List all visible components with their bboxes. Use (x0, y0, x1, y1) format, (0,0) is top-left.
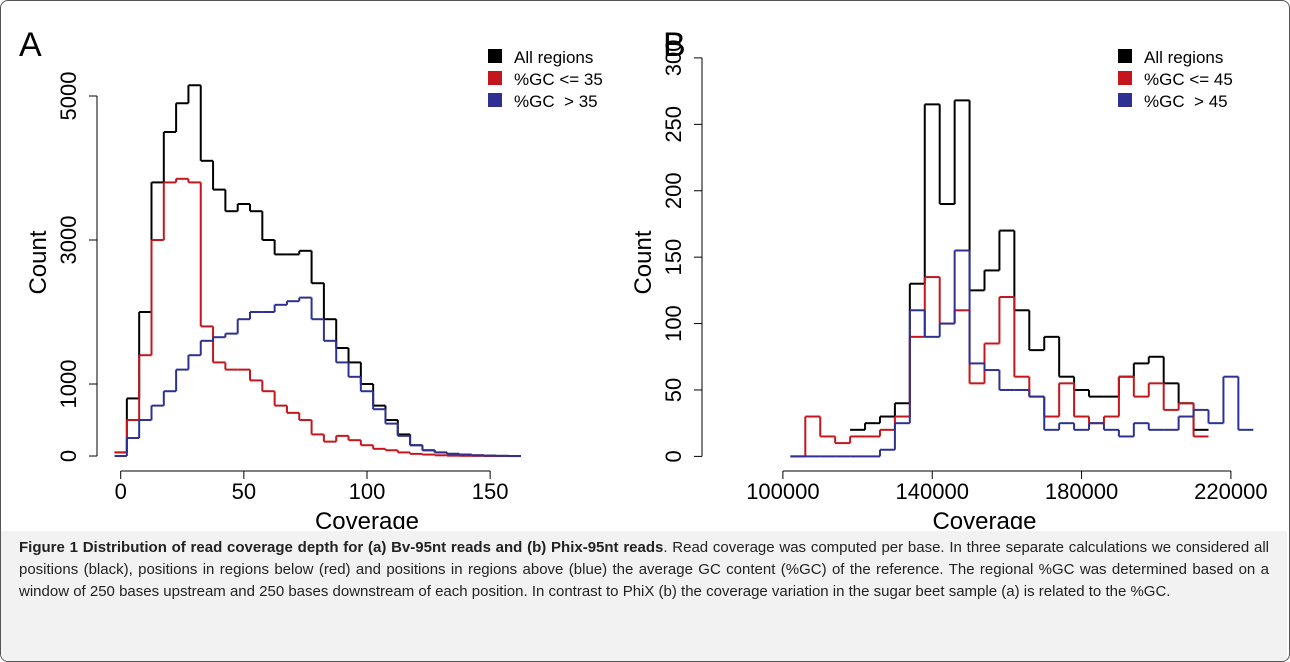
legend-label: All regions (514, 48, 593, 67)
legend-swatch (488, 93, 502, 107)
legend-label: %GC > 45 (1144, 92, 1228, 111)
x-axis-label: Coverage (932, 508, 1036, 529)
x-tick-label: 50 (232, 479, 256, 504)
x-tick-label: 150 (472, 479, 509, 504)
legend-swatch (488, 71, 502, 85)
y-tick-label: 200 (661, 172, 686, 209)
charts: A0 50 100 1500100030005000CoverageCountAll … (19, 26, 1268, 535)
legend-swatch (1118, 93, 1132, 107)
legend-label: %GC <= 45 (1144, 70, 1233, 89)
legend-label: All regions (1144, 48, 1223, 67)
caption: Figure 1 Distribution of read coverage d… (1, 531, 1287, 661)
x-tick-label: 140000 (896, 479, 969, 504)
panel-label: B (663, 26, 686, 64)
y-tick-label: 1000 (56, 360, 81, 409)
y-tick-label: 0 (56, 450, 81, 462)
legend-swatch (1118, 49, 1132, 63)
caption-text: . Read coverage was computed per base. I… (19, 539, 1269, 600)
y-tick-label: 5000 (56, 72, 81, 121)
x-axis-label: Coverage (315, 508, 419, 529)
panel-label: A (19, 26, 42, 64)
y-axis-label: Count (25, 230, 52, 294)
y-tick-label: 0 (661, 450, 686, 462)
x-tick-label: 180000 (1045, 479, 1118, 504)
legend-swatch (488, 49, 502, 63)
legend-label: %GC <= 35 (514, 70, 603, 89)
legend-swatch (1118, 71, 1132, 85)
y-tick-label: 100 (661, 305, 686, 342)
legend-label: %GC > 35 (514, 92, 598, 111)
x-tick-label: 100000 (746, 479, 819, 504)
y-tick-label: 50 (661, 378, 686, 402)
x-tick-label: 0 (115, 479, 127, 504)
y-tick-label: 150 (661, 239, 686, 276)
y-axis-label: Count (630, 230, 657, 294)
x-tick-label: 220000 (1194, 479, 1267, 504)
caption-title: Figure 1 Distribution of read coverage d… (19, 539, 664, 556)
y-tick-label: 300 (661, 40, 686, 77)
x-tick-label: 100 (349, 479, 386, 504)
y-tick-label: 3000 (56, 216, 81, 265)
y-tick-label: 250 (661, 106, 686, 143)
